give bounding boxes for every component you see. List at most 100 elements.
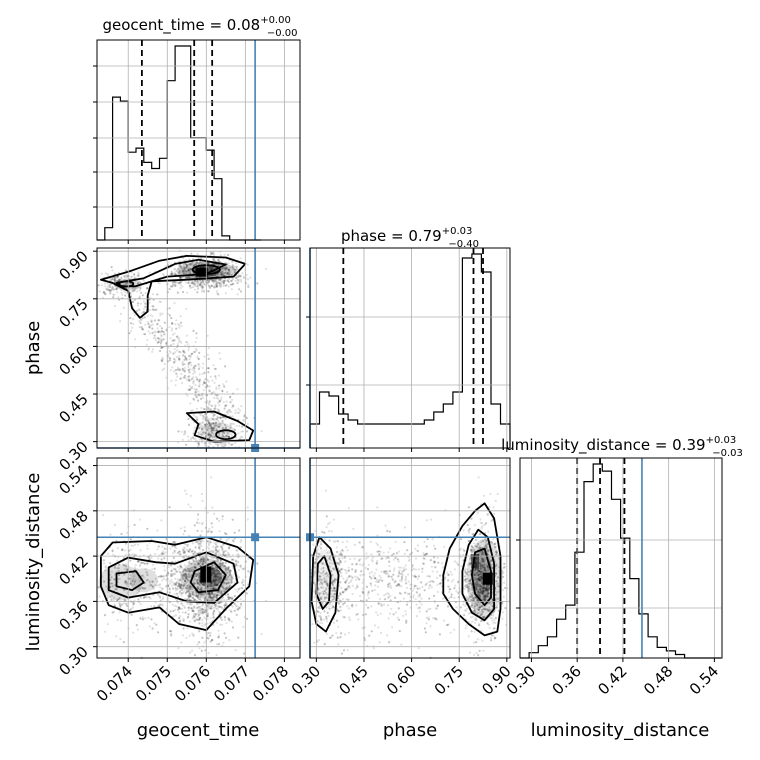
scatter-point (150, 605, 153, 608)
scatter-point (141, 294, 144, 297)
scatter-point (207, 380, 210, 383)
scatter-point (195, 557, 198, 560)
scatter-point (151, 308, 154, 311)
scatter-point (163, 569, 166, 572)
scatter-point (195, 407, 198, 410)
scatter-point (207, 433, 210, 436)
panel-bg (97, 40, 300, 240)
scatter-point (191, 550, 194, 553)
scatter-point (201, 366, 204, 370)
scatter-point (223, 407, 227, 410)
scatter-point (159, 312, 162, 315)
scatter-point (151, 568, 154, 571)
scatter-point (152, 293, 155, 296)
scatter-point (198, 427, 201, 430)
scatter-point (178, 350, 181, 353)
scatter-point (119, 312, 122, 315)
scatter-point (218, 442, 221, 445)
scatter-point (202, 389, 205, 392)
scatter-point (143, 562, 147, 565)
scatter-point (206, 367, 209, 370)
scatter-point (148, 298, 151, 301)
scatter-point (184, 263, 188, 266)
scatter-point (122, 602, 125, 605)
scatter-point (115, 288, 118, 291)
scatter-point (209, 408, 212, 411)
scatter-point (217, 602, 220, 605)
scatter-point (221, 618, 224, 622)
scatter-point (157, 330, 160, 333)
scatter-point (230, 288, 233, 291)
scatter-point (163, 367, 166, 370)
scatter-point (212, 414, 215, 417)
scatter-point (196, 291, 199, 294)
scatter-point (201, 427, 204, 430)
scatter-point (222, 279, 225, 282)
scatter-point (194, 390, 198, 394)
scatter-point (183, 355, 187, 358)
scatter-point (206, 385, 209, 388)
scatter-point (211, 430, 214, 433)
scatter-point (183, 374, 187, 377)
scatter-point (195, 388, 198, 391)
scatter-point (191, 436, 195, 439)
scatter-point (131, 606, 135, 609)
scatter-point (215, 621, 218, 625)
scatter-point (190, 387, 193, 390)
scatter-point (188, 375, 191, 378)
scatter-point (228, 619, 231, 622)
scatter-point (194, 415, 197, 418)
scatter-point (186, 343, 189, 346)
scatter-point (188, 268, 191, 271)
scatter-point (201, 417, 205, 420)
scatter-point (131, 290, 134, 293)
scatter-point (188, 379, 191, 382)
scatter-point (213, 367, 217, 370)
scatter-point (179, 527, 183, 530)
scatter-point (196, 284, 199, 288)
scatter-point (195, 262, 198, 265)
scatter-point (141, 294, 144, 297)
scatter-point (188, 358, 191, 361)
scatter-point (178, 324, 181, 327)
scatter-point (238, 606, 241, 609)
scatter-point (217, 293, 220, 296)
scatter-point (160, 346, 163, 350)
scatter-point (178, 355, 181, 358)
scatter-point (217, 258, 220, 261)
scatter-point (195, 376, 198, 379)
scatter-point (151, 327, 154, 330)
scatter-point (111, 278, 114, 281)
scatter-point (198, 425, 201, 429)
scatter-point (189, 379, 192, 382)
scatter-point (141, 618, 144, 621)
scatter-point (197, 390, 200, 393)
scatter-point (208, 527, 211, 530)
scatter-point (109, 562, 112, 565)
scatter-point (181, 276, 185, 279)
scatter-point (213, 286, 216, 289)
scatter-point (217, 281, 220, 285)
scatter-point (225, 430, 228, 433)
scatter-point (226, 279, 229, 282)
scatter-point (211, 506, 214, 509)
scatter-point (226, 538, 229, 542)
scatter-point (172, 352, 175, 355)
scatter-point (193, 369, 196, 373)
scatter-point (233, 602, 236, 605)
scatter-point (174, 384, 177, 387)
scatter-point (113, 293, 116, 296)
scatter-point (193, 283, 196, 286)
scatter-point (207, 347, 210, 350)
scatter-point (198, 438, 201, 441)
scatter-point (222, 268, 225, 271)
scatter-point (131, 326, 134, 329)
scatter-point (233, 609, 236, 612)
scatter-point (106, 282, 109, 285)
scatter-point (214, 375, 217, 378)
scatter-point (186, 341, 189, 344)
scatter-point (206, 612, 209, 615)
scatter-point (137, 274, 140, 277)
scatter-point (235, 563, 238, 566)
scatter-point (245, 416, 248, 420)
